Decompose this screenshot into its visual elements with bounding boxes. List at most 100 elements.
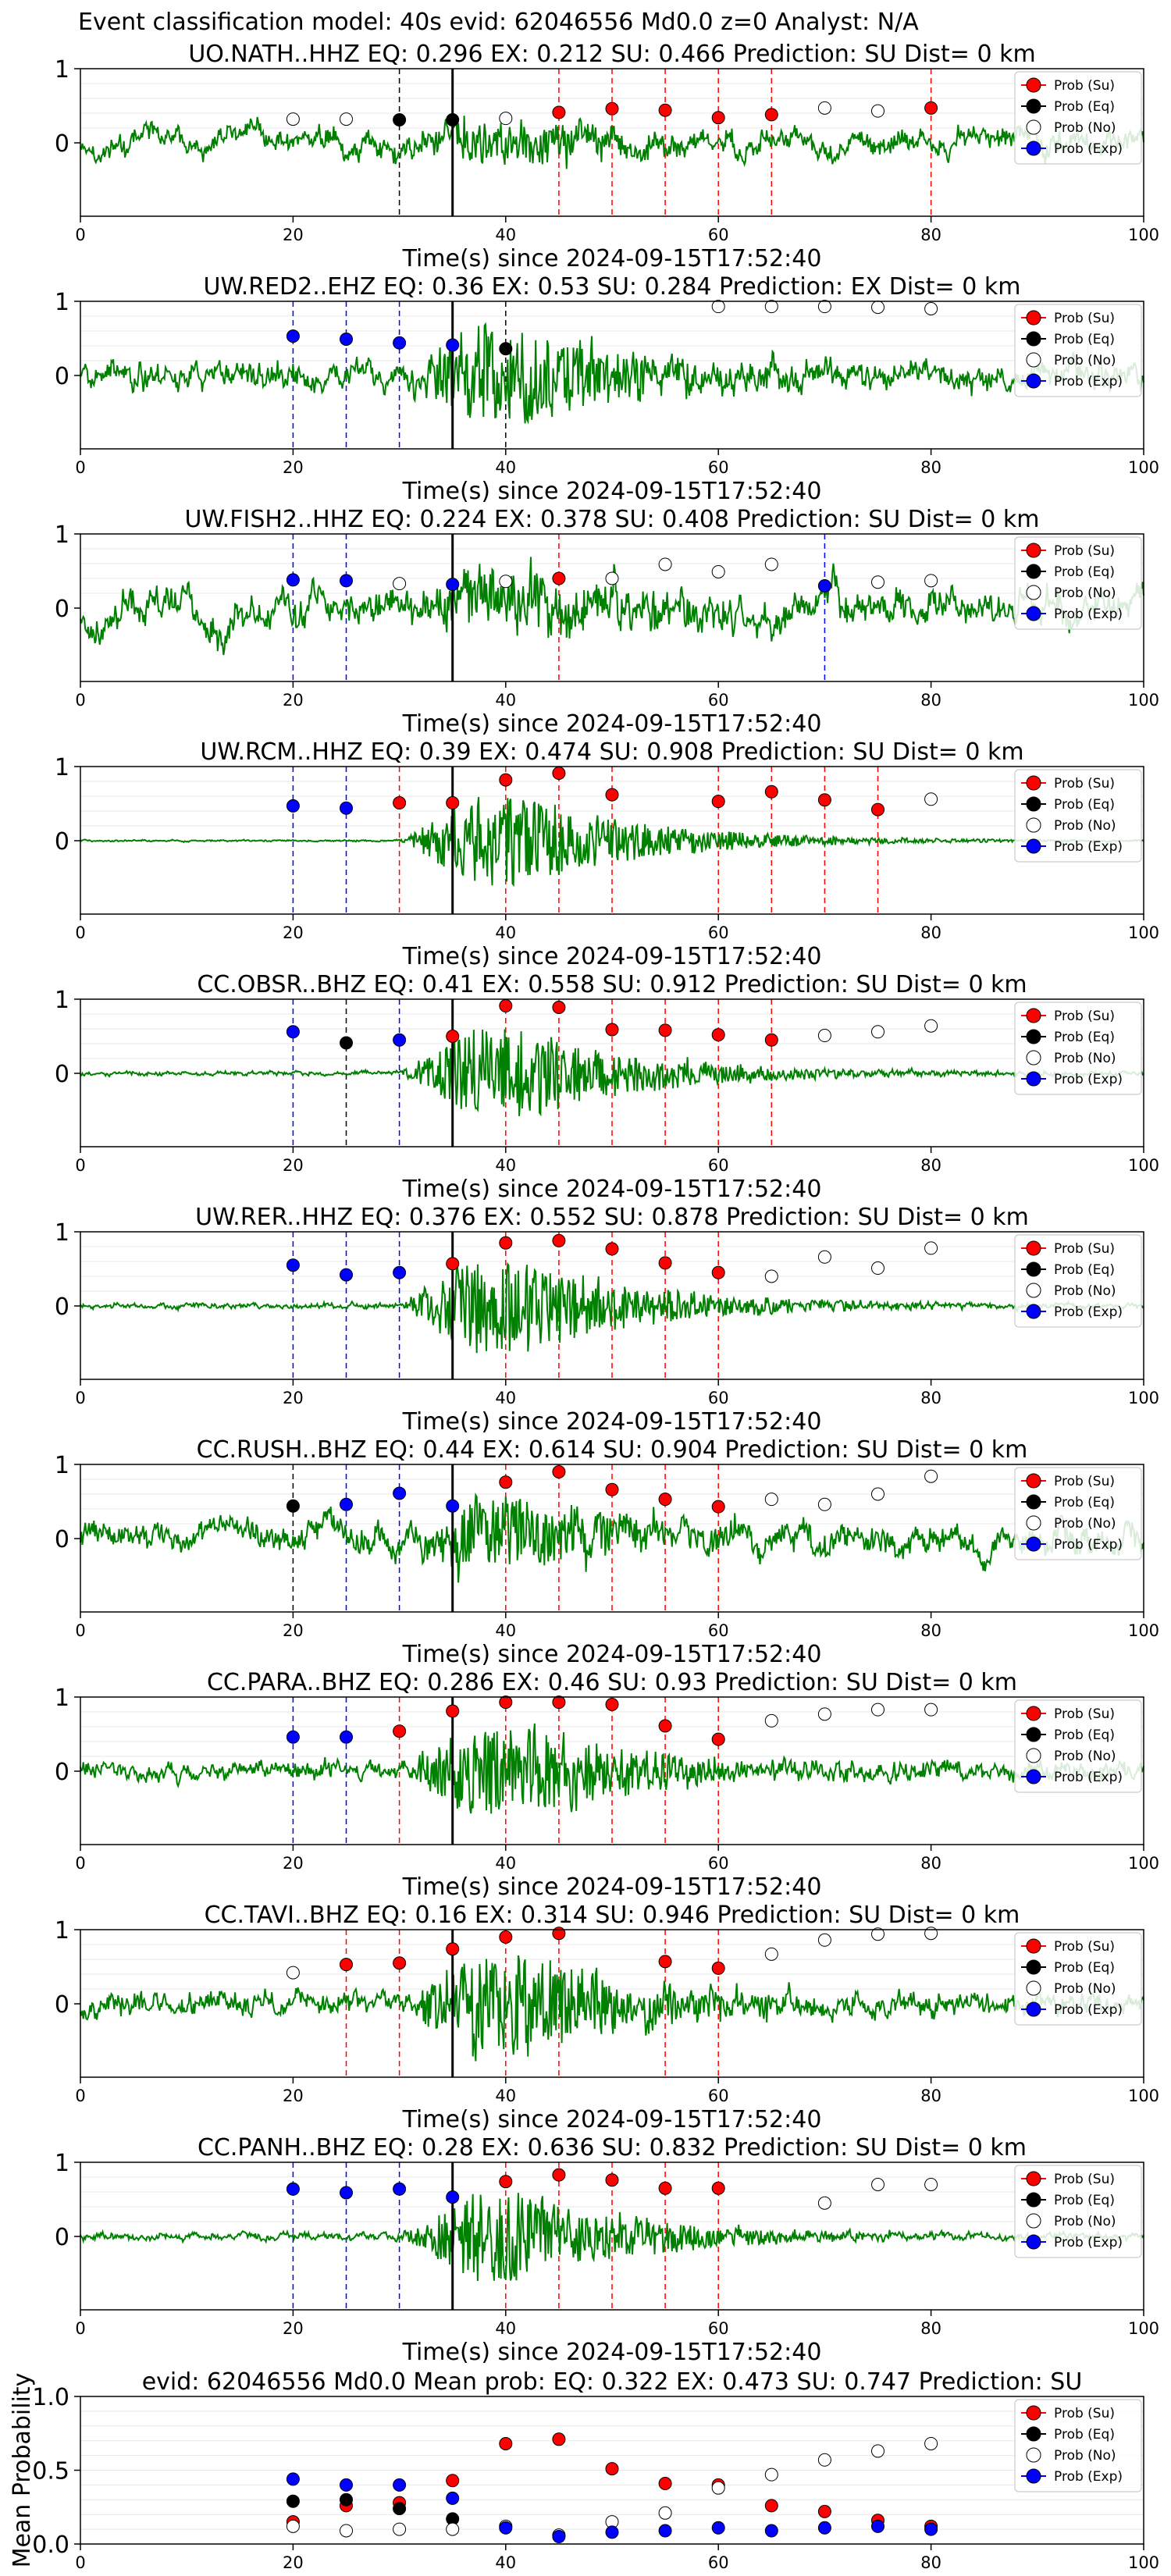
x-tick-label-40: 40 [495, 691, 516, 710]
prob-marker-su [446, 1704, 460, 1718]
prob-marker-no [817, 1707, 831, 1721]
y-tick-label-1: 1 [55, 289, 69, 316]
prob-marker-su [552, 767, 566, 781]
legend-marker-su [1026, 1008, 1041, 1023]
prob-marker-no [764, 1947, 778, 1961]
legend-box [1014, 536, 1142, 630]
prob-marker-su [658, 1719, 672, 1733]
legend-marker-eq [1026, 1494, 1041, 1510]
prob-marker-exp [286, 799, 300, 813]
prob-marker-su [552, 2168, 566, 2182]
prob-marker-no [871, 104, 884, 118]
x-tick-label-20: 20 [283, 1621, 304, 1640]
mean-marker-no [817, 2453, 831, 2467]
legend-label-su: Prob (Su) [1054, 78, 1115, 94]
prob-marker-su [711, 1961, 725, 1975]
station-panel-2: Prob (Su) Prob (Eq) Prob (No) Prob (Exp) 0 1 U… [55, 506, 1159, 738]
y-tick-label-0: 0 [55, 2224, 69, 2251]
legend-label-exp: Prob (Exp) [1054, 839, 1123, 855]
x-axis-label: Time(s) since 2024-09-15T17:52:40 [402, 1176, 822, 1203]
legend-marker-exp [1026, 2234, 1041, 2250]
prob-marker-su [499, 999, 513, 1013]
prob-marker-exp [286, 2182, 300, 2196]
station-panel-9: Prob (Su) Prob (Eq) Prob (No) Prob (Exp) 0 1 C… [55, 2134, 1159, 2366]
mean-marker-su [658, 2477, 672, 2491]
prob-marker-no [924, 792, 938, 806]
panel-title: CC.PANH..BHZ EQ: 0.28 EX: 0.636 SU: 0.83… [198, 2134, 1027, 2161]
x-tick-label-100: 100 [1128, 1389, 1159, 1407]
x-tick-label-100: 100 [1128, 2553, 1159, 2572]
legend-marker-su [1026, 2405, 1041, 2421]
prob-marker-su [764, 785, 778, 799]
legend-label-exp: Prob (Exp) [1054, 141, 1123, 157]
legend-label-no: Prob (No) [1054, 818, 1116, 834]
prob-marker-su [711, 1265, 725, 1279]
waveform-trace [80, 1955, 1144, 2062]
prob-marker-su [446, 1942, 460, 1956]
x-tick-label-80: 80 [920, 226, 941, 244]
x-tick-label-20: 20 [283, 1156, 304, 1175]
legend-label-su: Prob (Su) [1054, 1706, 1115, 1722]
x-tick-label-80: 80 [920, 923, 941, 942]
legend-label-no: Prob (No) [1054, 2214, 1116, 2229]
x-tick-label-60: 60 [708, 2553, 729, 2572]
x-tick-label-60: 60 [708, 2319, 729, 2338]
prob-marker-exp [286, 1730, 300, 1744]
y-tick-label-1: 1 [55, 1219, 69, 1247]
legend-marker-su [1026, 310, 1041, 326]
y-tick-label-1: 1 [55, 1917, 69, 1944]
prob-marker-exp [340, 332, 353, 346]
legend-label-su: Prob (Su) [1054, 311, 1115, 326]
legend-marker-exp [1026, 2001, 1041, 2017]
legend-marker-su [1026, 77, 1041, 93]
x-tick-label-80: 80 [920, 2319, 941, 2338]
prob-marker-eq [499, 342, 513, 356]
prob-marker-su [340, 1958, 353, 1972]
panel-title: UW.RER..HHZ EQ: 0.376 EX: 0.552 SU: 0.87… [195, 1204, 1029, 1231]
prob-marker-eq [446, 113, 460, 127]
x-tick-label-20: 20 [283, 226, 304, 244]
legend-label-no: Prob (No) [1054, 1749, 1116, 1764]
legend-marker-exp [1026, 838, 1041, 854]
prob-marker-su [499, 2175, 513, 2189]
legend-label-eq: Prob (Eq) [1054, 2427, 1115, 2443]
legend-marker-exp [1026, 2468, 1041, 2484]
legend-marker-su [1026, 1240, 1041, 1256]
panel-title: CC.TAVI..BHZ EQ: 0.16 EX: 0.314 SU: 0.94… [205, 1902, 1020, 1929]
prob-marker-su [817, 793, 831, 807]
prob-marker-exp [340, 574, 353, 588]
prob-marker-no [764, 557, 778, 571]
x-tick-label-40: 40 [495, 226, 516, 244]
x-tick-label-0: 0 [75, 458, 85, 477]
prob-marker-no [286, 1966, 300, 1980]
panel-title: CC.OBSR..BHZ EQ: 0.41 EX: 0.558 SU: 0.91… [197, 971, 1027, 998]
prob-marker-exp [286, 573, 300, 587]
mean-marker-no [658, 2506, 672, 2520]
station-panel-7: Prob (Su) Prob (Eq) Prob (No) Prob (Exp) 0 1 C… [55, 1669, 1159, 1901]
prob-marker-su [871, 802, 884, 817]
prob-marker-su [658, 1493, 672, 1507]
x-tick-label-40: 40 [495, 1156, 516, 1175]
legend-box [1014, 1699, 1142, 1793]
prob-marker-su [499, 1475, 513, 1489]
legend-label-eq: Prob (Eq) [1054, 1960, 1115, 1976]
x-tick-label-60: 60 [708, 1854, 729, 1873]
mean-marker-no [711, 2481, 725, 2495]
legend-marker-su [1026, 1473, 1041, 1489]
x-tick-label-40: 40 [495, 1854, 516, 1873]
prob-marker-su [446, 1257, 460, 1271]
legend-box [1014, 2399, 1142, 2492]
mean-marker-su [552, 2432, 566, 2446]
x-tick-label-100: 100 [1128, 1621, 1159, 1640]
prob-marker-su [499, 1695, 513, 1710]
x-axis-label: Time(s) since 2024-09-15T17:52:40 [402, 1873, 822, 1901]
prob-marker-su [552, 1000, 566, 1014]
prob-marker-no [817, 1933, 831, 1947]
y-tick-label-0: 0 [55, 363, 69, 390]
mean-marker-exp [711, 2521, 725, 2535]
x-axis-label: Time(s) since 2024-09-15T17:52:40 [402, 478, 822, 505]
waveform-trace [80, 557, 1144, 656]
x-tick-label-40: 40 [495, 2087, 516, 2105]
mean-marker-no [871, 2444, 884, 2458]
prob-marker-no [764, 300, 778, 314]
